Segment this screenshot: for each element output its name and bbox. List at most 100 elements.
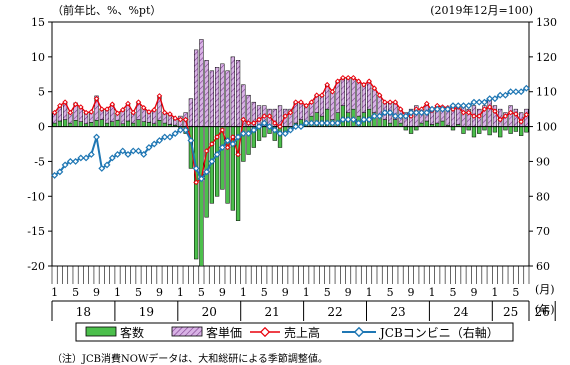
- sales-point: [392, 99, 399, 105]
- jcb-point: [119, 147, 127, 155]
- sales-point: [387, 99, 393, 105]
- sales-point: [397, 106, 404, 112]
- sales-point: [161, 109, 168, 116]
- jcb-point: [433, 105, 441, 113]
- customers-bar: [141, 121, 146, 127]
- sales-point: [261, 113, 268, 119]
- customers-bar: [89, 122, 94, 127]
- sales-point: [382, 99, 388, 105]
- customers-bar: [340, 105, 346, 127]
- jcb-point: [522, 84, 530, 92]
- sales-point: [408, 113, 414, 119]
- sales-point: [130, 109, 137, 116]
- customers-bar: [513, 126, 519, 132]
- sales-point: [109, 101, 116, 108]
- sales-point: [450, 106, 456, 112]
- jcb-point: [297, 123, 305, 131]
- jcb-point: [313, 119, 321, 127]
- sales-point: [67, 109, 74, 116]
- jcb-point: [412, 109, 420, 117]
- footnote: （注）JCB消費NOWデータは、大和総研による季節調整値。: [52, 352, 328, 365]
- sales-point: [151, 107, 158, 113]
- sales-point: [177, 116, 184, 123]
- unit-price-bar: [194, 49, 199, 127]
- sales-point: [135, 99, 142, 105]
- right-tick-label: 110: [536, 86, 557, 99]
- customers-bar: [194, 126, 199, 260]
- jcb-point: [108, 154, 116, 162]
- customers-bar: [199, 126, 204, 267]
- sales-point: [319, 92, 325, 99]
- legend-sales-marker: [259, 326, 271, 338]
- customers-bar: [157, 120, 162, 127]
- sales-point: [57, 102, 63, 109]
- customers-bar: [419, 122, 424, 127]
- sales-point: [83, 109, 89, 116]
- sales-point: [235, 151, 241, 158]
- jcb-point: [103, 161, 111, 169]
- unit-price-bar: [225, 70, 230, 127]
- legend-unit-price-swatch: [171, 326, 203, 337]
- jcb-point: [140, 151, 148, 158]
- jcb-point: [218, 144, 226, 151]
- jcb-point: [328, 119, 336, 127]
- year-label: 25: [503, 305, 518, 319]
- jcb-point: [318, 119, 326, 127]
- customers-bar: [146, 122, 152, 127]
- customers-bar: [104, 122, 110, 127]
- sales-point: [460, 109, 467, 116]
- sales-point: [51, 109, 58, 116]
- jcb-point: [114, 151, 121, 158]
- sales-point: [251, 120, 257, 126]
- month-label: 5: [72, 286, 79, 299]
- jcb-point: [381, 109, 389, 117]
- sales-point: [219, 127, 226, 133]
- jcb-point: [512, 88, 520, 96]
- jcb-point: [203, 168, 211, 176]
- customers-bar: [94, 120, 99, 127]
- year-label: 26: [534, 305, 549, 319]
- jcb-point: [145, 144, 153, 151]
- customers-bar: [461, 126, 466, 134]
- month-label: 9: [282, 286, 289, 299]
- month-label: 1: [177, 286, 184, 299]
- customers-bar: [125, 120, 131, 127]
- sales-point: [88, 109, 95, 115]
- sales-point: [361, 81, 367, 88]
- jcb-point: [470, 98, 478, 106]
- jcb-point: [454, 102, 462, 110]
- jcb-point: [391, 112, 399, 120]
- jcb-point: [245, 130, 253, 137]
- sales-point: [140, 104, 147, 111]
- customers-bar: [482, 126, 487, 131]
- unit-price-bar: [366, 81, 372, 110]
- customers-bar: [519, 126, 524, 136]
- jcb-point: [135, 147, 142, 155]
- month-unit-label: (月): [535, 283, 555, 296]
- jcb-point: [449, 102, 457, 110]
- sales-point: [518, 118, 524, 125]
- sales-point: [98, 106, 105, 112]
- jcb-point: [439, 105, 446, 113]
- jcb-point: [376, 112, 384, 120]
- unit-price-bar: [188, 98, 194, 127]
- customers-bar: [503, 126, 508, 131]
- right-tick-label: 120: [536, 51, 557, 64]
- jcb-point: [308, 119, 315, 127]
- sales-point: [172, 115, 178, 122]
- month-label: 5: [135, 286, 142, 299]
- sales-point: [355, 78, 362, 85]
- sales-point: [78, 104, 84, 110]
- month-label: 1: [429, 286, 436, 299]
- jcb-point: [402, 112, 410, 120]
- month-label: 5: [261, 286, 268, 299]
- month-label: 9: [408, 286, 415, 299]
- sales-point: [287, 109, 294, 116]
- jcb-point: [418, 109, 425, 117]
- jcb-point: [266, 123, 273, 131]
- jcb-point: [460, 102, 467, 110]
- sales-point: [230, 134, 236, 140]
- sales-point: [423, 100, 430, 107]
- customers-bar: [403, 126, 408, 131]
- customers-bar: [62, 119, 68, 127]
